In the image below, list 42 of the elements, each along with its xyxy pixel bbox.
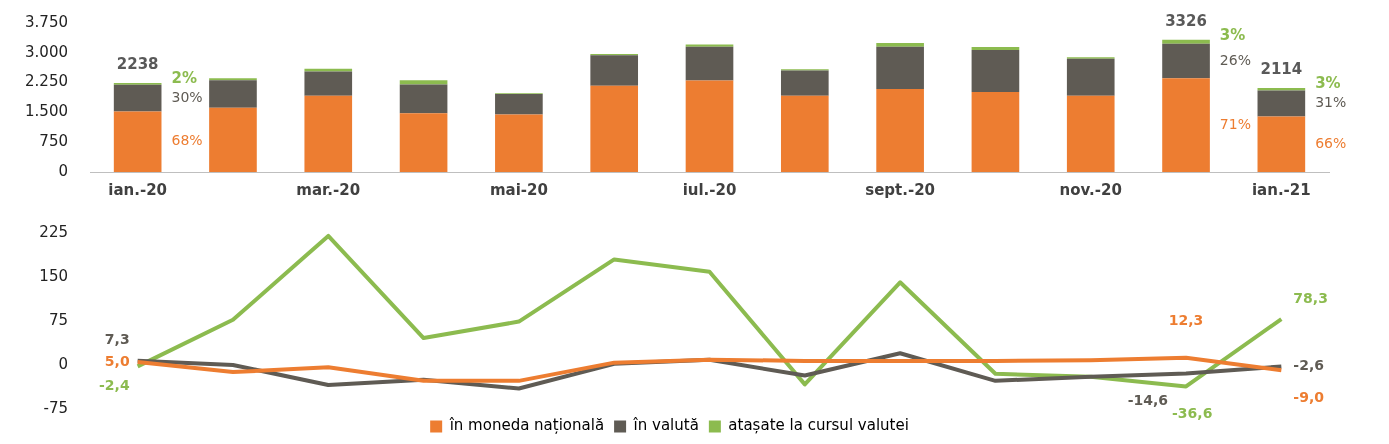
y-tick-label: 150 xyxy=(39,266,68,285)
legend-label: în valută xyxy=(632,416,699,435)
total-label: 2114 xyxy=(1260,60,1303,79)
x-tick-label: sept.-20 xyxy=(865,180,936,199)
x-tick-label: nov.-20 xyxy=(1059,180,1122,199)
data-label: -14,6 xyxy=(1127,392,1169,409)
y-tick-label: 1.500 xyxy=(25,102,68,121)
y-tick-label: 225 xyxy=(39,222,68,241)
data-label: -2,6 xyxy=(1293,357,1324,374)
annotation: 30% xyxy=(171,88,203,105)
annotation: 2% xyxy=(171,68,197,87)
data-label: 7,3 xyxy=(104,331,130,348)
legend-label: atașate la cursul valutei xyxy=(728,416,909,435)
annotation: 68% xyxy=(171,132,203,149)
y-tick-label: 3.750 xyxy=(25,12,68,31)
annotation: 66% xyxy=(1315,134,1347,151)
y-tick-label: 3.000 xyxy=(25,42,68,61)
y-tick-label: 0 xyxy=(58,354,68,373)
data-label: 12,3 xyxy=(1168,312,1204,329)
y-tick-label: 750 xyxy=(39,132,68,151)
data-label: 78,3 xyxy=(1293,289,1328,306)
x-tick-label: ian.-20 xyxy=(108,180,168,199)
y-tick-label: 2.250 xyxy=(25,72,68,91)
data-label: -36,6 xyxy=(1172,405,1213,422)
y-tick-label: 0 xyxy=(58,161,68,180)
annotation: 31% xyxy=(1315,94,1347,111)
data-label: 5,0 xyxy=(104,352,130,369)
x-tick-label: ian.-21 xyxy=(1251,180,1311,199)
legend-label: în moneda națională xyxy=(448,416,605,435)
x-tick-label: mar.-20 xyxy=(296,180,361,199)
annotation: 26% xyxy=(1219,51,1251,68)
annotation: 71% xyxy=(1219,115,1251,132)
annotation: 3% xyxy=(1219,25,1246,44)
total-label: 2238 xyxy=(116,55,159,74)
total-label: 3326 xyxy=(1165,12,1207,31)
x-tick-label: mai-20 xyxy=(489,180,548,199)
data-label: -2,4 xyxy=(99,377,130,394)
y-tick-label: 75 xyxy=(48,310,68,329)
data-label: -9,0 xyxy=(1293,388,1325,405)
annotation: 3% xyxy=(1315,73,1341,92)
y-tick-label: -75 xyxy=(43,398,68,417)
x-tick-label: iul.-20 xyxy=(682,180,737,199)
